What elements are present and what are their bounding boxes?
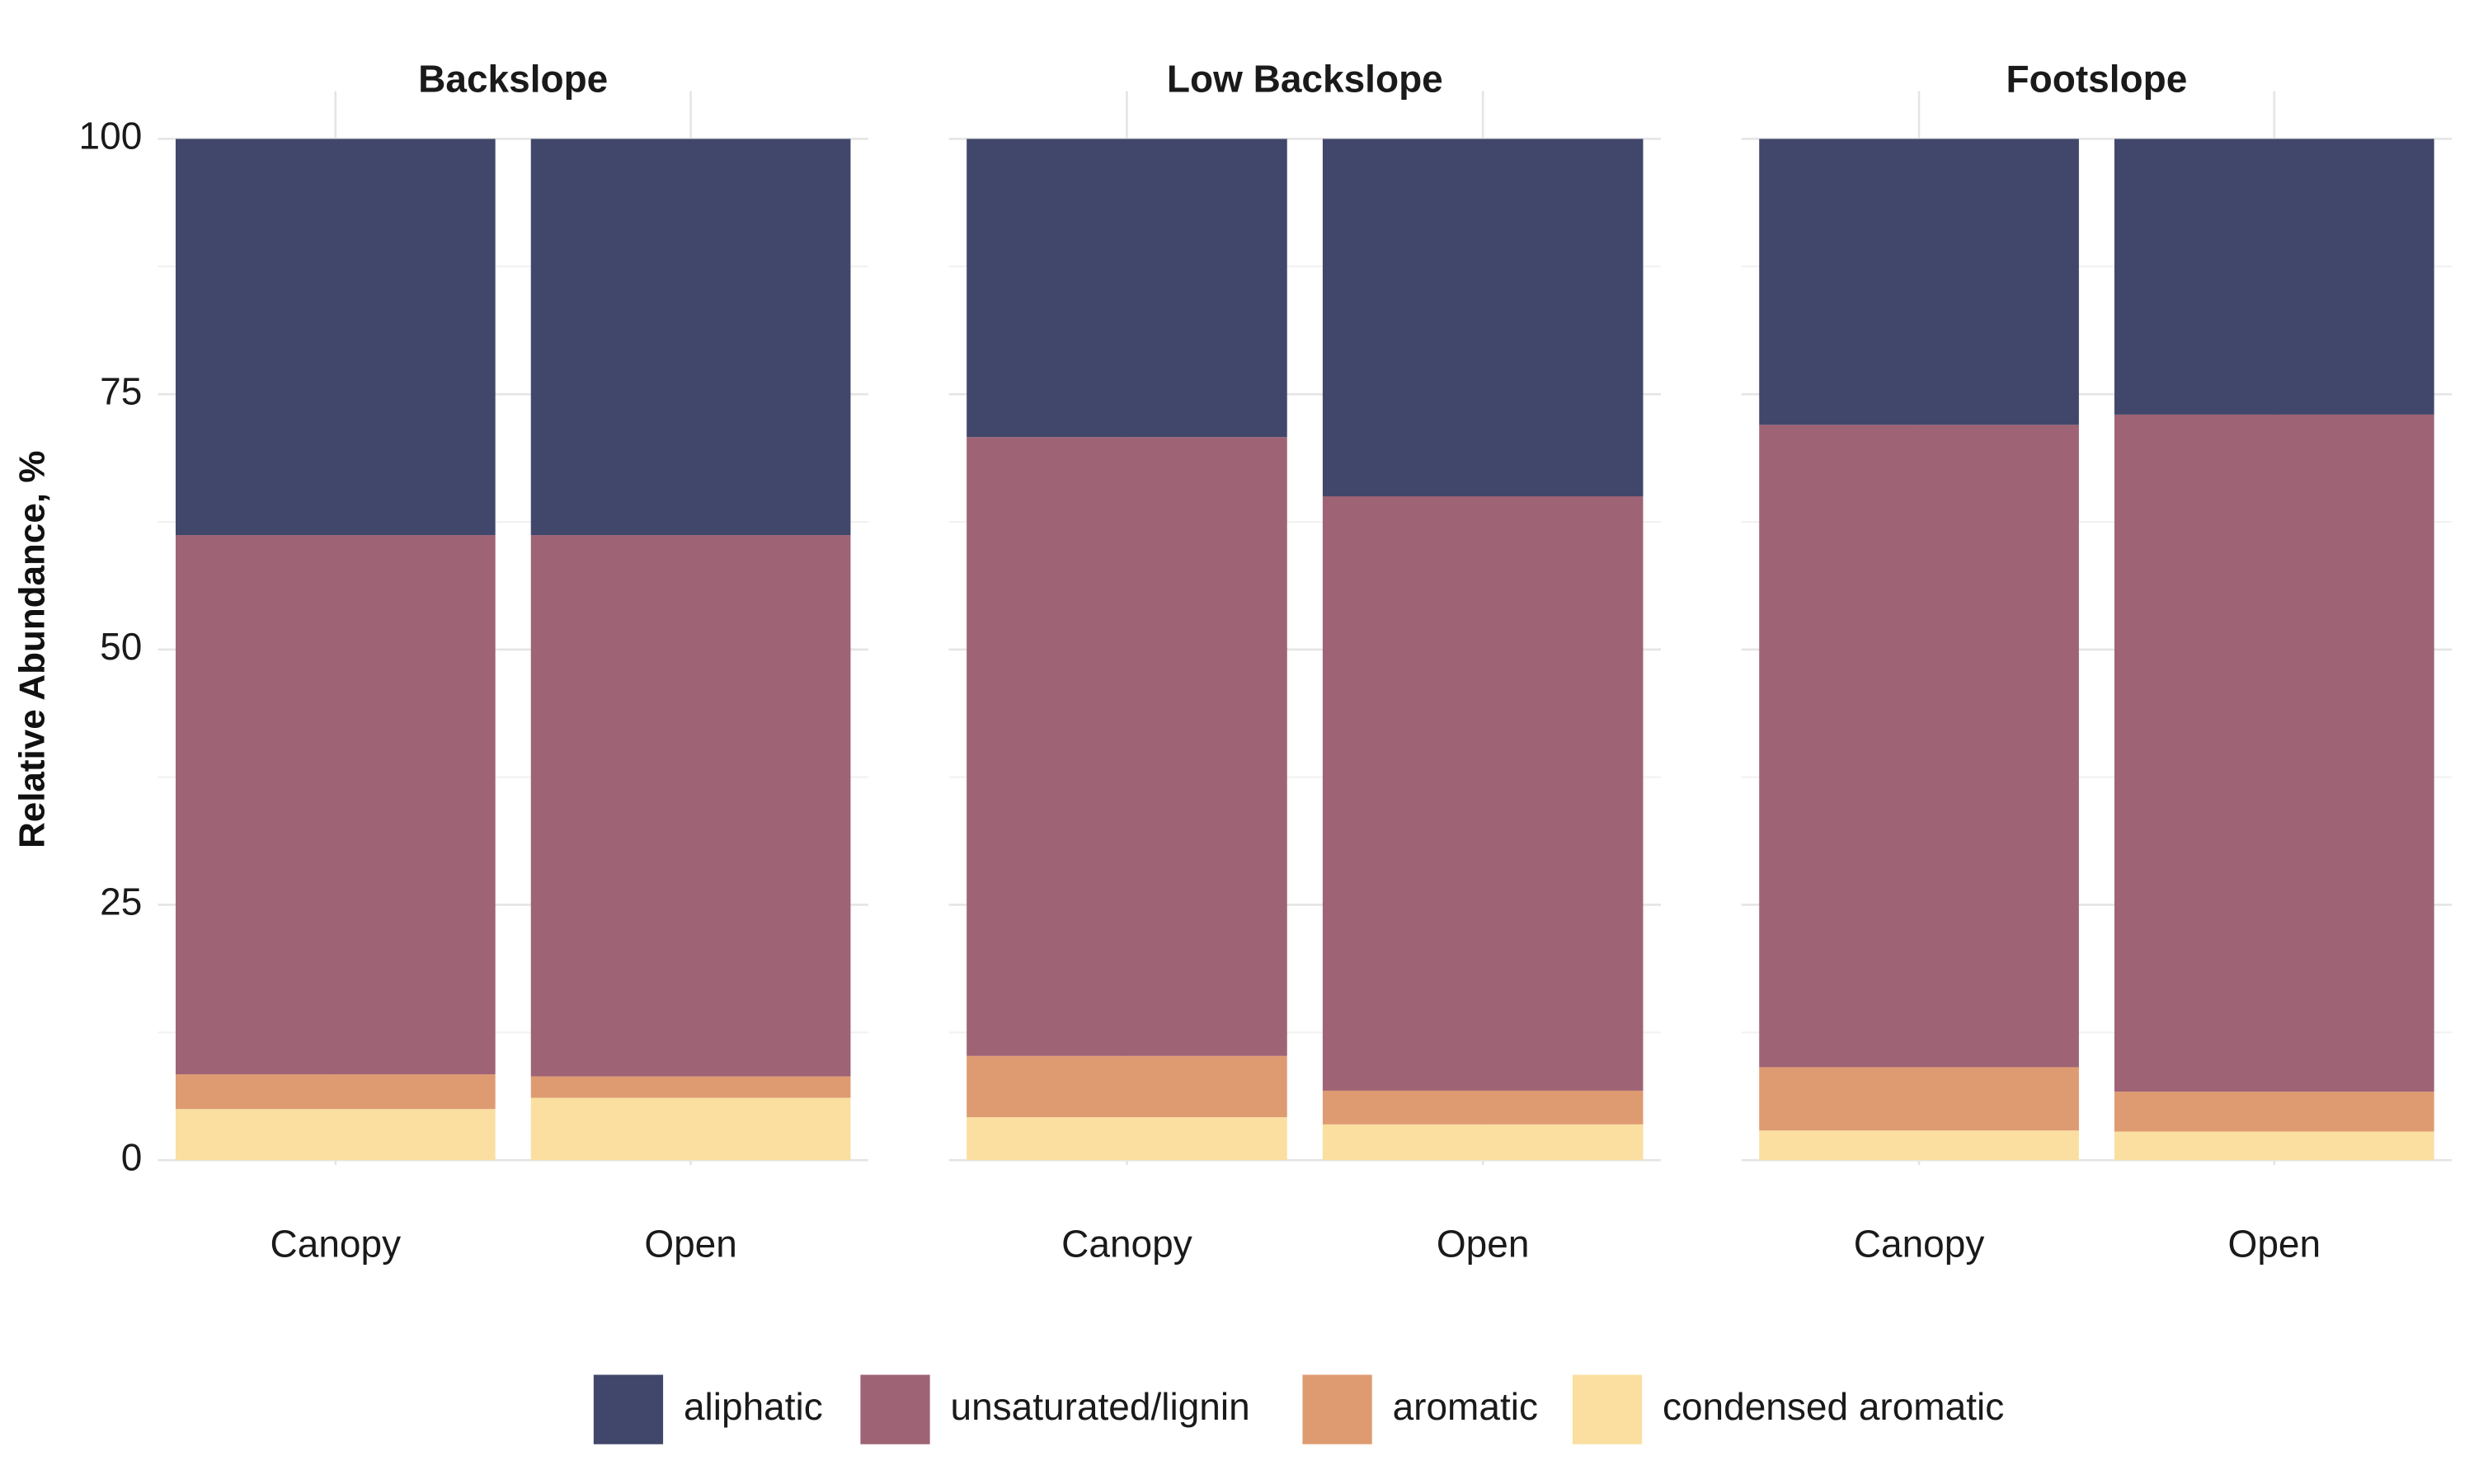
bar-segment-aliphatic xyxy=(1759,139,2079,425)
y-axis-title: Relative Abundance, % xyxy=(12,451,53,849)
facet-title: Footslope xyxy=(2006,58,2188,101)
x-tick-label: Open xyxy=(644,1223,737,1266)
bar-segment-condensed-aromatic xyxy=(1322,1124,1644,1161)
grid-layer xyxy=(158,91,2453,1166)
bar-segment-aromatic xyxy=(967,1055,1287,1118)
bar-segment-unsaturated-lignin xyxy=(530,535,851,1077)
x-tick-label: Open xyxy=(2228,1223,2321,1266)
bar-segment-aliphatic xyxy=(175,139,496,536)
y-tick-label: 100 xyxy=(79,115,143,157)
legend: aliphatic unsaturated/lignin aromatic conde… xyxy=(593,1374,2004,1444)
legend-label: aromatic xyxy=(1393,1385,1538,1428)
bar-segment-unsaturated-lignin xyxy=(1759,425,2079,1068)
y-tick-label: 25 xyxy=(100,881,142,923)
bar-segment-aromatic xyxy=(2114,1092,2434,1132)
x-tick-label: Canopy xyxy=(270,1223,402,1266)
y-tick-label: 0 xyxy=(121,1135,143,1178)
bar-segment-aliphatic xyxy=(967,139,1287,438)
bar-segment-aromatic xyxy=(1322,1090,1644,1125)
y-tick-label: 75 xyxy=(100,369,142,412)
bar-segment-condensed-aromatic xyxy=(967,1117,1287,1161)
x-tick-label: Canopy xyxy=(1854,1223,1985,1266)
bar-segment-condensed-aromatic xyxy=(1759,1130,2079,1161)
legend-key-aliphatic xyxy=(593,1374,664,1444)
x-tick-label: Open xyxy=(1437,1223,1530,1266)
bar-segment-aromatic xyxy=(530,1076,851,1098)
legend-label: aliphatic xyxy=(684,1385,823,1428)
bar-segment-aliphatic xyxy=(1322,139,1644,497)
bars-layer xyxy=(175,139,2434,1161)
bar-segment-aromatic xyxy=(175,1074,496,1110)
x-tick-label: Canopy xyxy=(1061,1223,1192,1266)
bar-segment-condensed-aromatic xyxy=(175,1109,496,1161)
bar-segment-unsaturated-lignin xyxy=(2114,414,2434,1092)
legend-label: unsaturated/lignin xyxy=(951,1385,1250,1428)
facet-title: Backslope xyxy=(418,58,608,101)
bar-segment-unsaturated-lignin xyxy=(967,437,1287,1056)
bar-segment-unsaturated-lignin xyxy=(175,535,496,1075)
legend-key-condensed-aromatic xyxy=(1572,1374,1643,1444)
axes-layer: Backslope Canopy Open Low Backslope Canopy Op… xyxy=(79,58,2321,1266)
legend-label: condensed aromatic xyxy=(1663,1385,2004,1428)
bar-segment-condensed-aromatic xyxy=(2114,1131,2434,1161)
bar-segment-unsaturated-lignin xyxy=(1322,496,1644,1091)
bar-segment-aliphatic xyxy=(2114,139,2434,415)
facet-title: Low Backslope xyxy=(1167,58,1443,101)
bar-segment-aromatic xyxy=(1759,1067,2079,1131)
legend-key-unsaturated-lignin xyxy=(860,1374,930,1444)
bar-segment-aliphatic xyxy=(530,139,851,536)
bar-segment-condensed-aromatic xyxy=(530,1097,851,1161)
legend-key-aromatic xyxy=(1302,1374,1372,1444)
y-tick-label: 50 xyxy=(100,625,142,668)
